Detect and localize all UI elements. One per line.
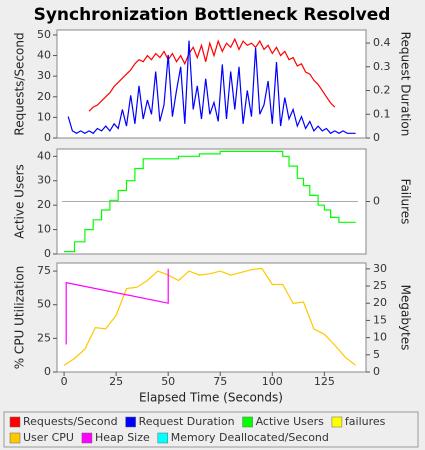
y-tick-label: 10 — [37, 110, 51, 123]
legend-swatch — [331, 416, 343, 428]
y2-axis-label: Failures — [399, 179, 413, 225]
y-tick-label: 30 — [37, 69, 51, 82]
legend-label: User CPU — [23, 431, 74, 444]
legend-swatch — [157, 432, 169, 444]
y-tick-label: 40 — [37, 149, 51, 162]
plot-area — [56, 262, 367, 373]
y2-tick-label: 0 — [373, 131, 380, 144]
x-tick-label: 25 — [109, 375, 123, 388]
y2-axis-label: Request Duration — [399, 32, 413, 137]
y-tick-label: 40 — [37, 49, 51, 62]
y2-tick-label: 30 — [373, 262, 387, 275]
x-tick-label: 125 — [314, 375, 335, 388]
y2-tick-label: 0 — [373, 195, 380, 208]
legend-swatch — [81, 432, 93, 444]
chart-title: Synchronization Bottleneck Resolved — [34, 5, 391, 25]
y-tick-label: 25 — [37, 331, 51, 344]
legend-swatch — [242, 416, 253, 428]
y2-tick-label: 0.1 — [373, 107, 391, 120]
series-line — [65, 268, 169, 345]
y-tick-label: 0 — [44, 365, 51, 378]
series-line — [63, 267, 356, 366]
x-tick-label: 0 — [61, 375, 68, 388]
y2-tick-label: 0.3 — [373, 60, 391, 73]
x-axis-label: Elapsed Time (Seconds) — [139, 391, 283, 405]
legend-swatch — [9, 432, 21, 444]
x-tick-label: 100 — [262, 375, 283, 388]
y2-tick-label: 0.2 — [373, 84, 391, 97]
y2-tick-label: 25 — [373, 279, 387, 292]
y-axis-label: Requests/Second — [13, 32, 27, 135]
legend-swatch — [9, 416, 21, 428]
series-line — [67, 40, 356, 135]
y-tick-label: 0 — [44, 131, 51, 144]
y-tick-label: 50 — [37, 298, 51, 311]
y2-tick-label: 5 — [373, 348, 380, 361]
legend-label: Request Duration — [139, 415, 235, 428]
plot-area — [56, 29, 367, 139]
y-tick-label: 75 — [37, 264, 51, 277]
series-line — [64, 150, 356, 253]
y-tick-label: 0 — [44, 247, 51, 260]
y2-tick-label: 0.4 — [373, 36, 391, 49]
y-tick-label: 10 — [37, 223, 51, 236]
legend-label: Memory Deallocated/Second — [171, 431, 329, 444]
legend-label: failures — [345, 415, 386, 428]
y-tick-label: 20 — [37, 198, 51, 211]
legend-label: Heap Size — [95, 431, 150, 444]
legend-swatch — [125, 416, 136, 428]
y-tick-label: 50 — [37, 28, 51, 41]
x-tick-label: 75 — [213, 375, 227, 388]
legend-box — [3, 411, 419, 448]
y-axis-label: Active Users — [13, 164, 27, 239]
y2-axis-label: Megabytes — [399, 285, 413, 351]
y2-tick-label: 20 — [373, 296, 387, 309]
x-tick-label: 50 — [161, 375, 175, 388]
series-line — [88, 37, 336, 112]
y-tick-label: 20 — [37, 90, 51, 103]
y2-tick-label: 0 — [373, 365, 380, 378]
legend-label: Active Users — [256, 415, 325, 428]
y2-tick-label: 10 — [373, 331, 387, 344]
y-tick-label: 30 — [37, 174, 51, 187]
y-axis-label: % CPU Utilization — [13, 266, 27, 370]
y2-tick-label: 15 — [373, 313, 387, 326]
legend-label: Requests/Second — [23, 415, 118, 428]
